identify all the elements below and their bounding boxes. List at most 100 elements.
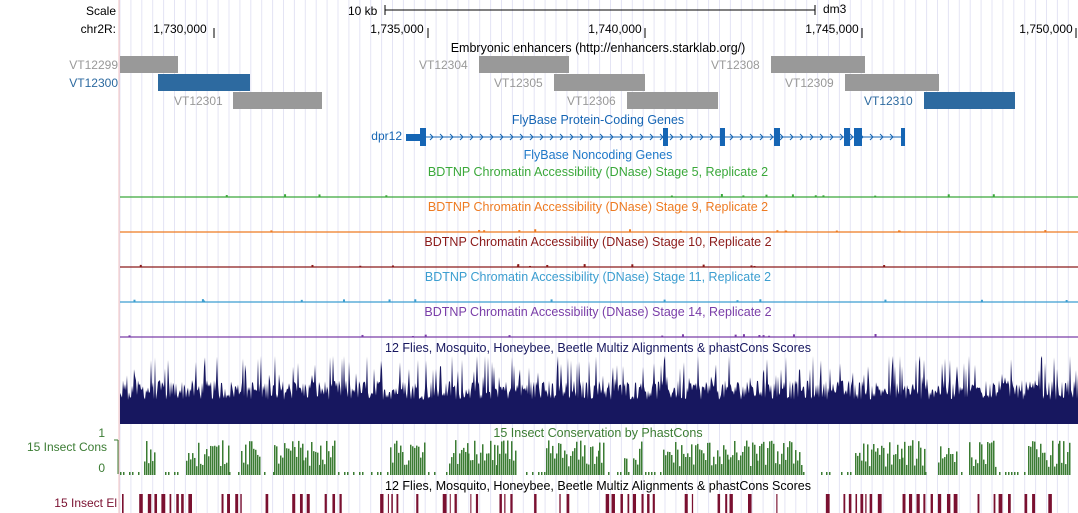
phastcons-bar [922, 465, 924, 475]
phastcons-bar [288, 448, 290, 475]
phastcons-bar [769, 441, 771, 475]
phastcons-bar [594, 463, 596, 475]
conserved-element [627, 494, 630, 513]
track-title-multiz[interactable]: 12 Flies, Mosquito, Honeybee, Beetle Mul… [385, 341, 811, 355]
track-title-enhancers[interactable]: Embryonic enhancers (http://enhancers.st… [450, 41, 746, 55]
strand-arrow [529, 133, 534, 141]
dnase-peak [133, 299, 136, 302]
phastcons-bar [877, 448, 879, 475]
phastcons-bar [1065, 464, 1067, 475]
phastcons-bar [322, 459, 324, 475]
gene-label[interactable]: dpr12 [371, 129, 402, 143]
dnase-peak [947, 194, 950, 197]
conserved-element [1024, 494, 1028, 513]
enhancer-label: VT12299 [69, 58, 118, 72]
phastcons-bar [914, 465, 916, 475]
dnase-peak [768, 335, 771, 337]
track-title-elements[interactable]: 12 Flies, Mosquito, Honeybee, Beetle Mul… [385, 479, 811, 493]
dnase-peak [883, 265, 886, 267]
phastcons-bar [675, 442, 677, 475]
phastcons-bar [390, 447, 392, 475]
track-title-phastcons[interactable]: 15 Insect Conservation by PhastCons [493, 426, 703, 440]
phastcons-bar [601, 462, 603, 475]
phastcons-bar [568, 466, 570, 475]
dnase-peak [414, 299, 417, 302]
strand-arrow [609, 133, 614, 141]
phastcons-bar [1048, 466, 1050, 475]
enhancer-feature[interactable] [627, 92, 718, 109]
phastcons-bar [465, 451, 467, 475]
track-title-dnase-stage9[interactable]: BDTNP Chromatin Accessibility (DNase) St… [427, 200, 769, 214]
track-title-noncoding[interactable]: FlyBase Noncoding Genes [523, 148, 673, 162]
dnase-peak [1065, 300, 1068, 302]
phastcons-bar [499, 453, 501, 475]
phastcons-bar [245, 444, 247, 475]
phastcons-bar [490, 440, 492, 475]
phastcons-bar [548, 440, 550, 475]
phastcons-bar [637, 464, 639, 475]
phastcons-bar [781, 453, 783, 475]
strand-arrow [479, 133, 484, 141]
track-title-dnase-stage5[interactable]: BDTNP Chromatin Accessibility (DNase) St… [427, 165, 769, 179]
phastcons-bar [422, 452, 424, 475]
phastcons-bar [841, 472, 843, 475]
strand-arrow [669, 133, 674, 141]
phastcons-bar [296, 456, 298, 475]
phastcons-bar [251, 441, 253, 475]
track-title-dnase-stage11[interactable]: BDTNP Chromatin Accessibility (DNase) St… [424, 270, 772, 284]
phastcons-bar [220, 465, 222, 475]
phastcons-bar [971, 457, 973, 475]
dnase-peak [835, 230, 838, 232]
phastcons-bar [200, 463, 202, 475]
phastcons-bar [229, 472, 231, 475]
enhancer-feature[interactable] [158, 74, 250, 91]
phastcons-bar [186, 460, 188, 475]
dnase-peak [583, 264, 586, 267]
phastcons-bar [910, 445, 912, 475]
phastcons-bar [1005, 472, 1007, 475]
phastcons-bar [206, 449, 208, 475]
conserved-element [169, 494, 172, 513]
phastcons-bar [669, 451, 671, 475]
dnase-peak [670, 195, 673, 197]
phastcons-bar [120, 472, 122, 475]
phastcons-left-label[interactable]: 15 Insect Cons [26, 440, 107, 454]
enhancer-feature[interactable] [479, 56, 569, 73]
track-title-protein-coding[interactable]: FlyBase Protein-Coding Genes [511, 113, 685, 127]
phastcons-bar [950, 454, 952, 475]
phastcons-bar [371, 472, 373, 475]
enhancer-feature[interactable] [924, 92, 1015, 109]
track-title-dnase-stage14[interactable]: BDTNP Chromatin Accessibility (DNase) St… [424, 305, 772, 319]
enhancer-label: VT12304 [419, 58, 468, 72]
enhancer-feature[interactable] [233, 92, 322, 109]
phastcons-bar [899, 459, 901, 475]
phastcons-bar [468, 453, 470, 475]
dnase-peak [508, 335, 511, 337]
enhancer-feature[interactable] [771, 56, 865, 73]
conserved-element [652, 494, 655, 513]
phastcons-bar [212, 446, 214, 475]
elements-left-label[interactable]: 15 Insect El [54, 496, 117, 510]
strand-arrow [629, 133, 634, 141]
strand-arrow [769, 133, 774, 141]
dnase-peak [897, 230, 900, 232]
phastcons-bar [307, 450, 309, 475]
track-title-dnase-stage10[interactable]: BDTNP Chromatin Accessibility (DNase) St… [424, 235, 772, 249]
conserved-element [647, 494, 650, 513]
enhancer-feature[interactable] [845, 74, 939, 91]
strand-arrow [439, 133, 444, 141]
enhancer-feature[interactable] [554, 74, 645, 91]
phastcons-bar [767, 448, 769, 475]
strand-arrow [469, 133, 474, 141]
phastcons-bar [641, 441, 643, 475]
enhancer-feature[interactable] [120, 56, 178, 73]
phastcons-bar [952, 453, 954, 475]
phastcons-bar [590, 446, 592, 475]
gene-exon [720, 128, 725, 146]
strand-arrow [749, 133, 754, 141]
phastcons-bar [723, 445, 725, 475]
phastcons-bar [709, 442, 711, 475]
phastcons-bar [362, 472, 364, 475]
dnase-peak [679, 230, 682, 232]
phastcons-bar [398, 452, 400, 475]
